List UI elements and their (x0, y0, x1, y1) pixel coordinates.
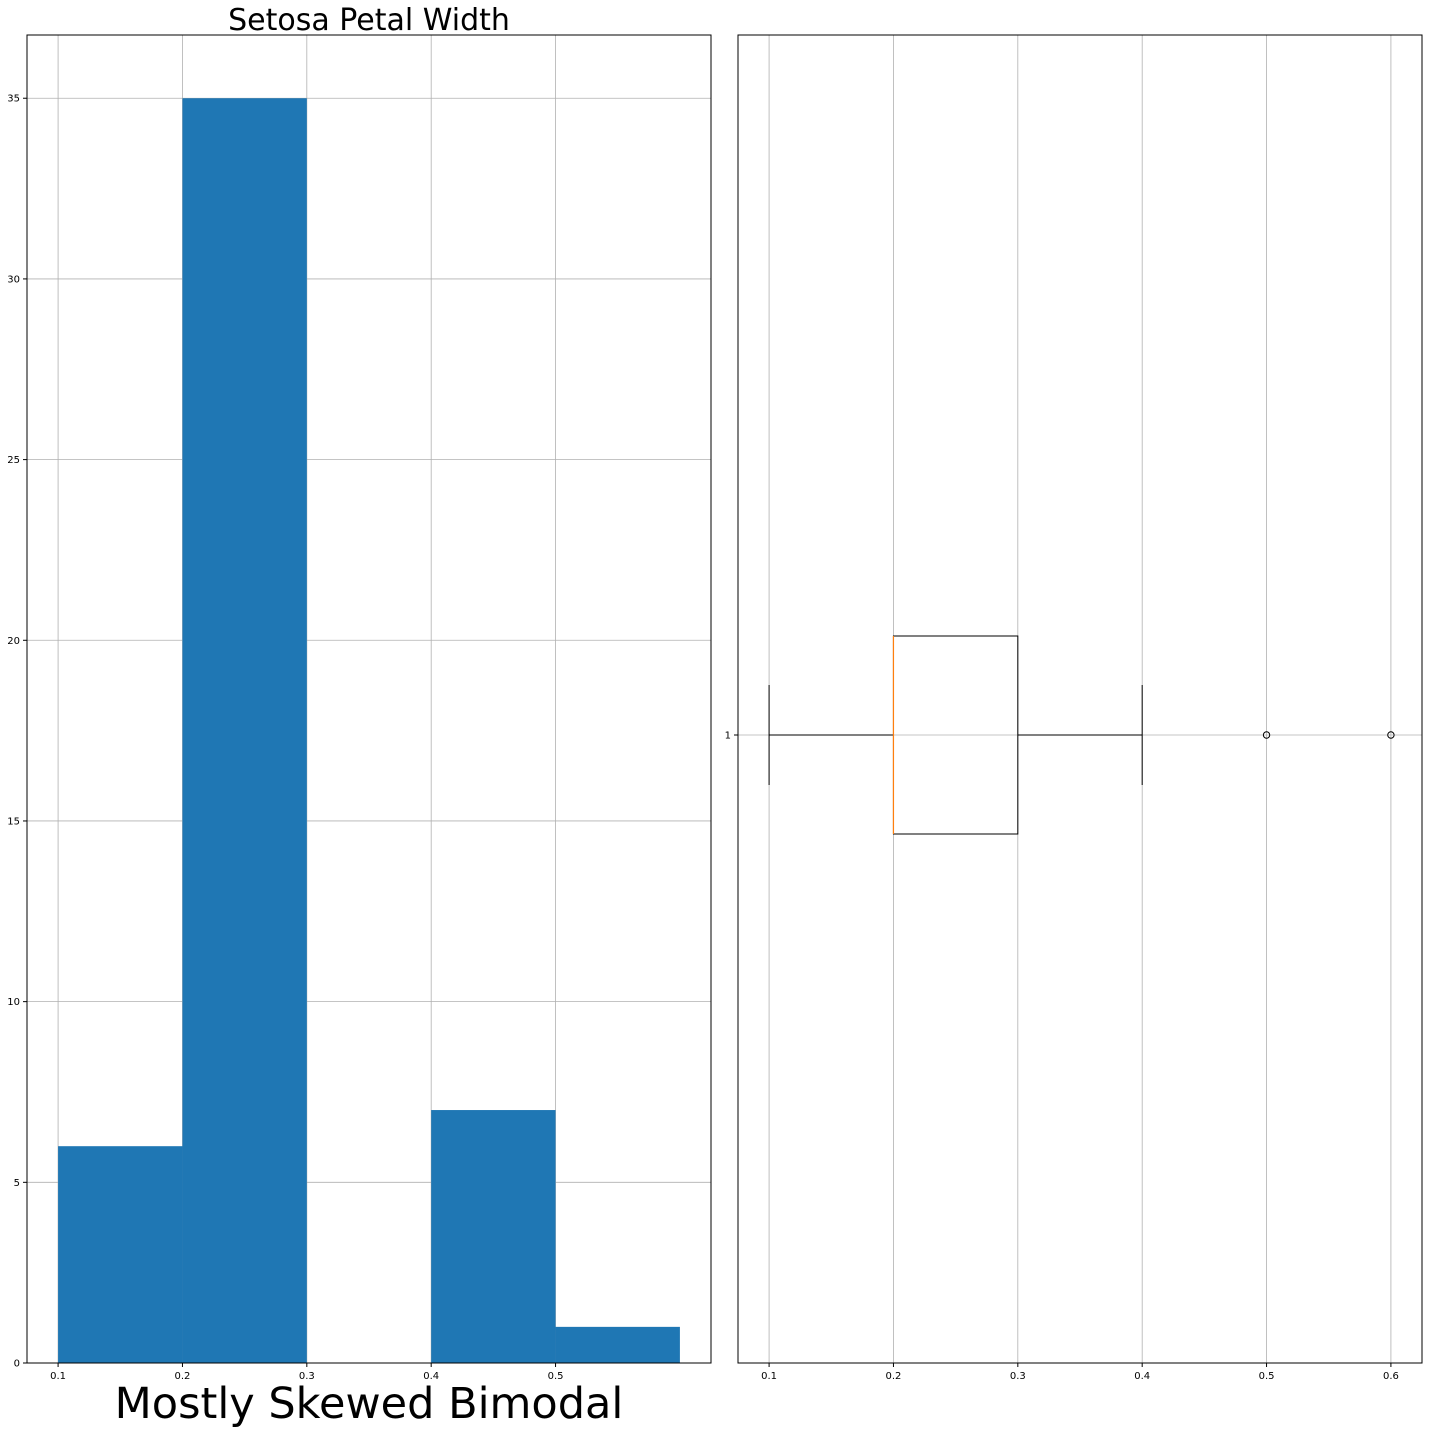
histogram-y-tick-label: 30 (7, 274, 20, 285)
boxplot-x-tick-label: 0.3 (1010, 1371, 1026, 1382)
histogram-y-tick-label: 15 (7, 816, 20, 827)
histogram-title: Setosa Petal Width (228, 3, 510, 38)
histogram-bar-1 (182, 98, 307, 1364)
histogram-ticks: 0.1 0.2 0.3 0.4 0.5 0 5 10 15 20 25 30 35 (7, 94, 563, 1382)
boxplot-outlier (1262, 731, 1271, 739)
histogram-x-tick-label: 0.1 (50, 1371, 66, 1382)
boxplot-x-tick-label: 0.4 (1134, 1371, 1150, 1382)
histogram-x-tick-label: 0.5 (548, 1371, 564, 1382)
boxplot-x-tick-label: 0.1 (761, 1371, 777, 1382)
histogram-y-tick-label: 5 (14, 1178, 20, 1189)
histogram-y-tick-label: 20 (7, 636, 20, 647)
histogram-y-tick-label: 10 (7, 997, 20, 1008)
histogram-plot-frame (26, 34, 712, 1364)
histogram-x-axis-label: Mostly Skewed Bimodal (115, 1379, 624, 1429)
boxplot-marks (768, 635, 1395, 835)
boxplot-outlier (1387, 731, 1395, 739)
boxplot-grid (738, 35, 1422, 1363)
histogram-bar-0 (58, 1146, 183, 1363)
histogram-panel: 0.1 0.2 0.3 0.4 0.5 0 5 10 15 20 25 30 35 Setosa Pet… (7, 3, 712, 1429)
histogram-y-tick-label: 0 (14, 1359, 20, 1370)
boxplot-y-tick-label: 1 (725, 731, 731, 742)
histogram-x-tick-label: 0.4 (423, 1371, 439, 1382)
boxplot-panel: 0.1 0.2 0.3 0.4 0.5 0.6 1 (725, 34, 1423, 1383)
boxplot-x-tick-label: 0.5 (1259, 1371, 1275, 1382)
boxplot-ticks: 0.1 0.2 0.3 0.4 0.5 0.6 1 (725, 731, 1399, 1383)
histogram-bars (58, 98, 680, 1364)
boxplot-x-tick-label: 0.6 (1383, 1371, 1399, 1382)
histogram-x-tick-label: 0.3 (299, 1371, 315, 1382)
histogram-bar-4 (555, 1326, 680, 1363)
histogram-x-tick-label: 0.2 (175, 1371, 191, 1382)
histogram-y-tick-label: 25 (7, 455, 20, 466)
histogram-bar-3 (431, 1110, 556, 1363)
histogram-y-tick-label: 35 (7, 94, 20, 105)
boxplot-plot-frame (737, 34, 1423, 1364)
boxplot-x-tick-label: 0.2 (886, 1371, 902, 1382)
